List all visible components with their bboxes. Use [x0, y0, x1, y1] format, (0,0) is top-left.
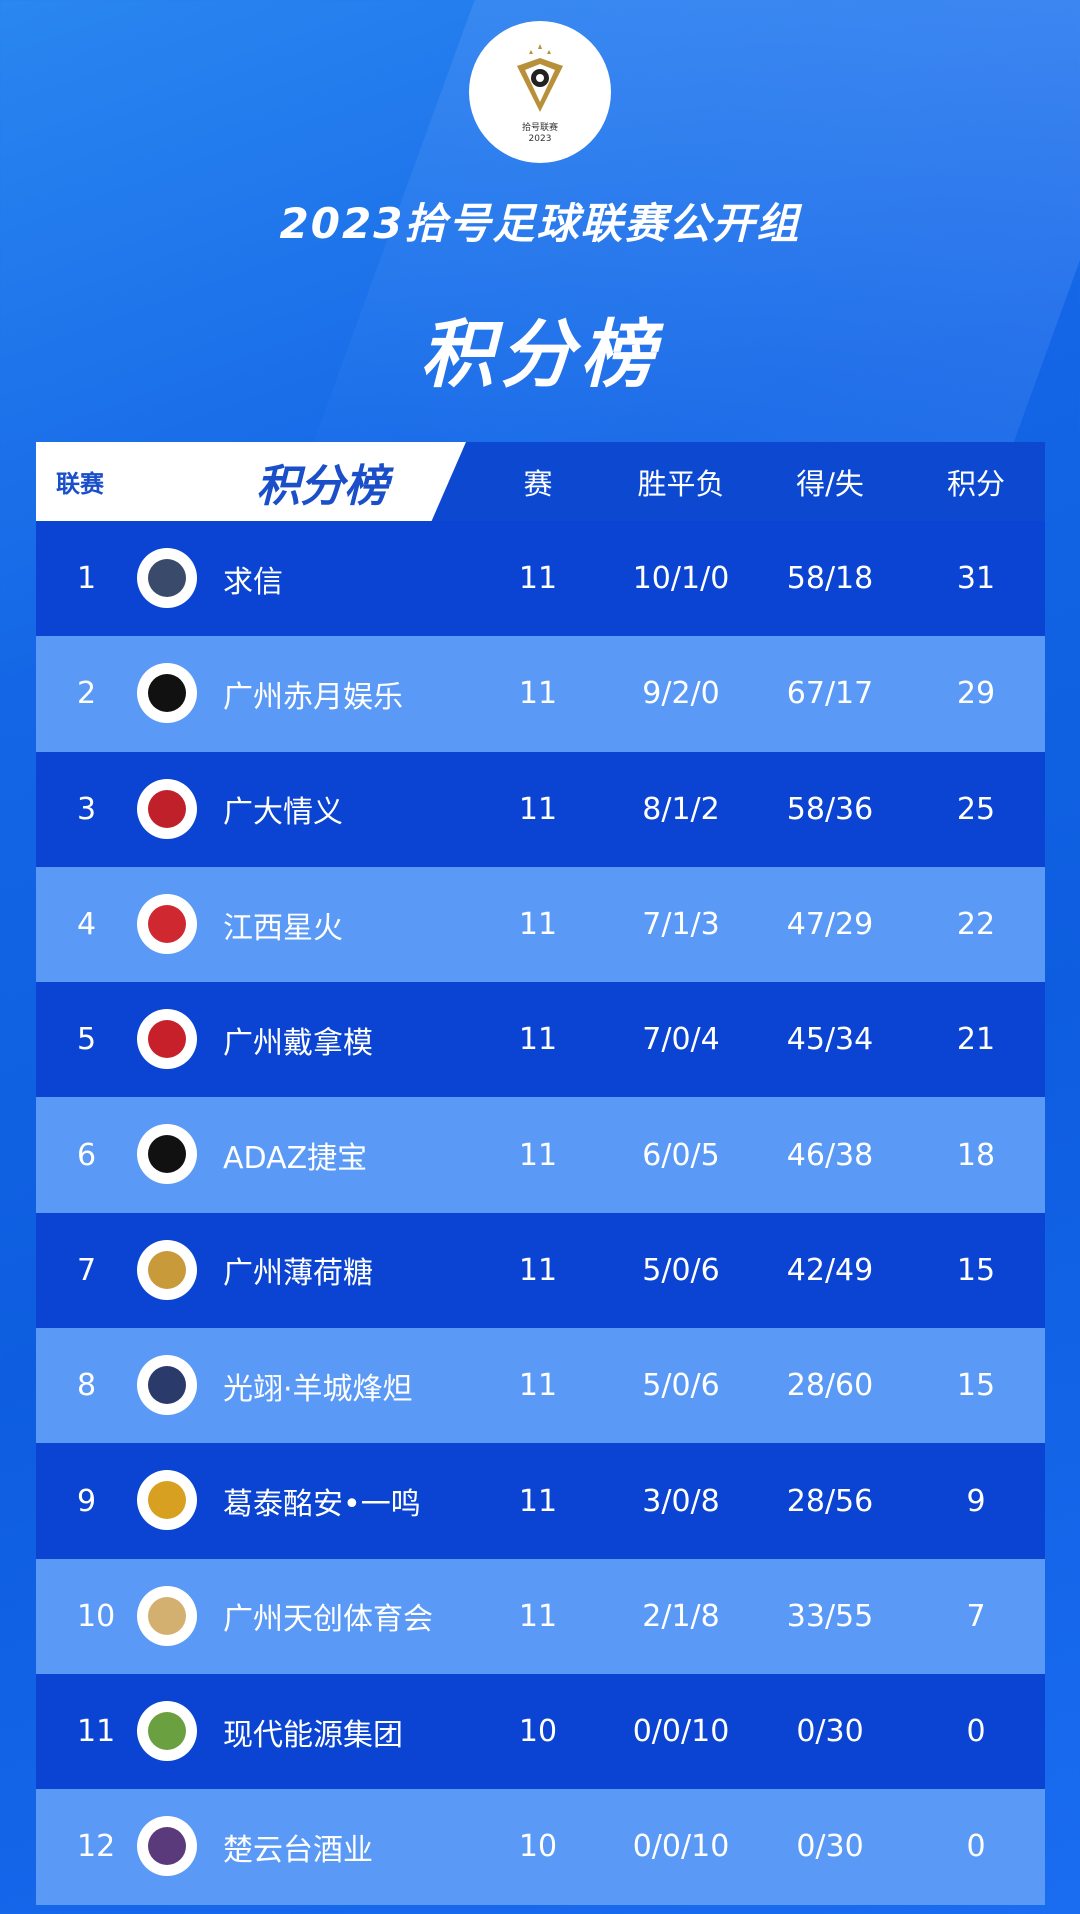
points: 0: [966, 1829, 986, 1865]
played: 11: [518, 1368, 558, 1404]
played: 11: [518, 791, 558, 827]
table-header: 联赛 积分榜 赛 胜平负 得/失 积分: [36, 442, 1045, 521]
header-label: 积分榜: [256, 460, 388, 512]
points: 0: [966, 1714, 986, 1750]
wdl: 7/0/4: [642, 1022, 720, 1058]
goals: 28/56: [786, 1483, 874, 1519]
team-name: 广州赤月娱乐: [223, 679, 403, 715]
team-name: 广大情义: [223, 795, 343, 831]
table-row: 3 广大情义 11 8/1/2 58/36 25: [36, 751, 1045, 867]
played: 11: [518, 1137, 558, 1173]
team-badge-icon: [137, 1816, 197, 1877]
team-name: 光翊·羊城烽炟: [223, 1371, 413, 1407]
wdl: 5/0/6: [642, 1252, 720, 1288]
team-badge-icon: [137, 663, 197, 724]
team-badge-icon: [137, 548, 197, 608]
logo-year: 2023: [528, 134, 552, 144]
table-row: 8 光翊·羊城烽炟 11 5/0/6 28/60 15: [36, 1328, 1045, 1444]
table-row: 2 广州赤月娱乐 11 9/2/0 67/17 29: [36, 636, 1045, 752]
goals: 33/55: [786, 1598, 874, 1634]
league-logo: 拾号联赛 2023: [469, 21, 611, 163]
wdl: 2/1/8: [642, 1598, 720, 1634]
wdl: 10/1/0: [632, 561, 730, 597]
team-name: 求信: [223, 564, 283, 600]
table-row: 6 ADAZ捷宝 11 6/0/5 46/38 18: [36, 1097, 1045, 1213]
wdl: 5/0/6: [642, 1368, 720, 1404]
table-row: 11 现代能源集团 10 0/0/10 0/30 0: [36, 1673, 1045, 1790]
wdl: 3/0/8: [642, 1483, 720, 1519]
team-badge-icon: [137, 778, 197, 839]
wdl: 0/0/10: [632, 1714, 730, 1750]
wdl: 7/1/3: [642, 907, 720, 943]
table-row: 10 广州天创体育会 11 2/1/8 33/55 7: [36, 1558, 1045, 1674]
team-name: 广州薄荷糖: [223, 1256, 373, 1292]
team-name: 广州戴拿模: [223, 1025, 373, 1061]
team-badge-icon: [137, 1124, 197, 1185]
played: 11: [518, 676, 558, 712]
points: 22: [956, 907, 996, 943]
header-goals: 得/失: [796, 466, 864, 501]
points: 25: [956, 791, 996, 827]
table-row: 7 广州薄荷糖 11 5/0/6 42/49 15: [36, 1212, 1045, 1329]
trophy-ball-icon: [517, 44, 563, 112]
table-row: 5 广州戴拿模 11 7/0/4 45/34 21: [36, 982, 1045, 1098]
logo-text: 拾号联赛: [521, 123, 558, 133]
points: 29: [956, 676, 996, 712]
played: 10: [518, 1714, 558, 1750]
team-badge-icon: [137, 1355, 197, 1416]
goals: 58/36: [786, 791, 874, 827]
played: 11: [518, 1022, 558, 1058]
team-name: ADAZ捷宝: [223, 1141, 368, 1177]
played: 11: [518, 1598, 558, 1634]
header-label-background: [36, 442, 466, 521]
goals: 47/29: [786, 907, 874, 943]
points: 7: [966, 1598, 986, 1634]
goals: 67/17: [786, 676, 874, 712]
goals: 28/60: [786, 1368, 874, 1404]
goals: 45/34: [786, 1022, 874, 1058]
points: 9: [966, 1483, 986, 1519]
goals: 46/38: [786, 1137, 874, 1173]
team-badge-icon: [137, 1700, 197, 1761]
header-league: 联赛: [56, 470, 104, 498]
team-name: 葛泰酩安•一鸣: [223, 1487, 421, 1523]
played: 11: [518, 907, 558, 943]
points: 21: [956, 1022, 996, 1058]
wdl: 8/1/2: [642, 791, 720, 827]
goals: 42/49: [786, 1252, 874, 1288]
header-wdl: 胜平负: [637, 466, 725, 501]
header-points: 积分: [946, 466, 1006, 501]
played: 11: [518, 1252, 558, 1288]
team-badge-icon: [137, 1009, 197, 1070]
header-played: 赛: [523, 466, 553, 501]
goals: 0/30: [796, 1829, 864, 1865]
played: 10: [518, 1829, 558, 1865]
goals: 58/18: [786, 561, 874, 597]
team-badge-icon: [137, 1470, 197, 1531]
points: 15: [956, 1368, 996, 1404]
team-name: 楚云台酒业: [223, 1832, 373, 1868]
wdl: 6/0/5: [642, 1137, 720, 1173]
team-badge-icon: [137, 893, 197, 954]
standings-table: 联赛 积分榜 赛 胜平负 得/失 积分 1 求信 11 10/1/0 58/18…: [36, 442, 1045, 1905]
points: 31: [956, 561, 996, 597]
page-subtitle: 积分榜: [420, 312, 660, 398]
table-row: 4 江西星火 11 7/1/3 47/29 22: [36, 866, 1045, 983]
points: 15: [956, 1252, 996, 1288]
wdl: 0/0/10: [632, 1829, 730, 1865]
points: 18: [956, 1137, 996, 1173]
table-row: 12 楚云台酒业 10 0/0/10 0/30 0: [36, 1789, 1045, 1905]
team-name: 现代能源集团: [223, 1717, 403, 1753]
played: 11: [518, 1483, 558, 1519]
goals: 0/30: [796, 1714, 864, 1750]
team-badge-icon: [137, 1585, 197, 1646]
team-badge-icon: [137, 1239, 197, 1300]
wdl: 9/2/0: [642, 676, 720, 712]
page-title: 2023拾号足球联赛公开组: [279, 199, 801, 248]
table-row: 9 葛泰酩安•一鸣 11 3/0/8 28/56 9: [36, 1443, 1045, 1559]
table-row: 1 求信 11 10/1/0 58/18 31: [36, 521, 1045, 637]
played: 11: [518, 561, 558, 597]
team-name: 广州天创体育会: [223, 1602, 433, 1638]
team-name: 江西星火: [223, 910, 343, 946]
